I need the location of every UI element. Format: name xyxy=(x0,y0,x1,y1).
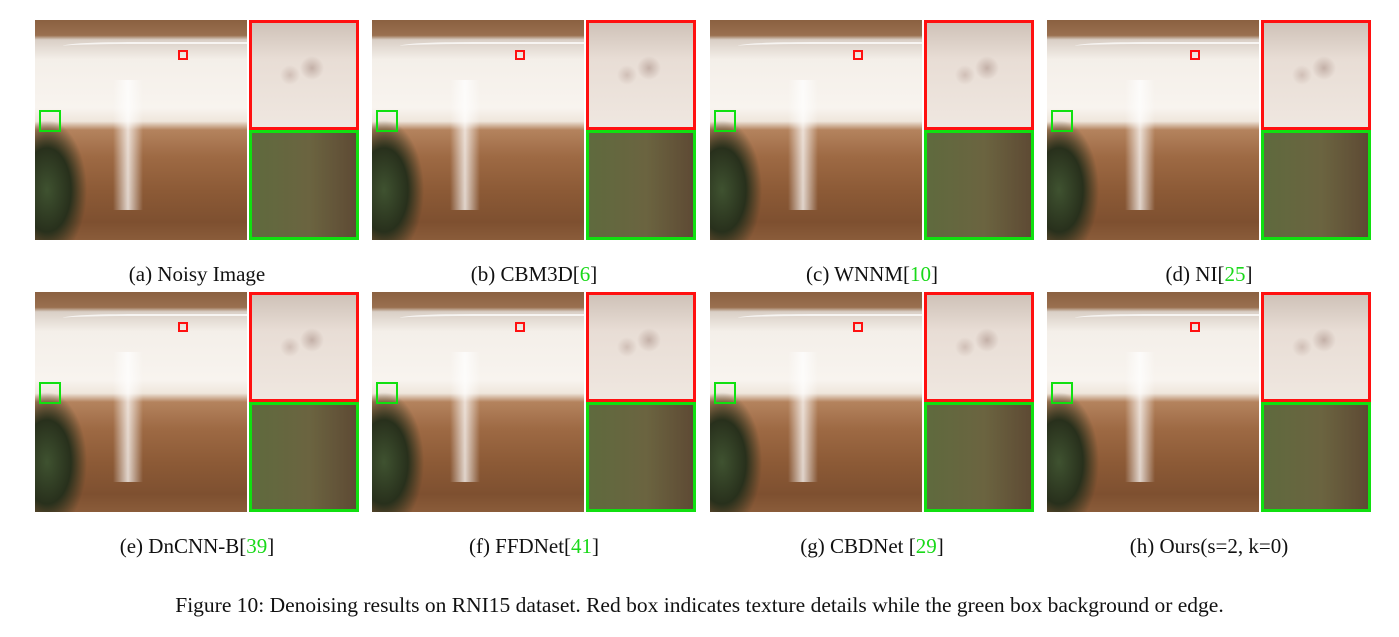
caption-wnnm: (c) WNNM[10] xyxy=(806,262,938,286)
caption-dncnn-b: (e) DnCNN-B[39] xyxy=(119,534,275,558)
result-image xyxy=(710,20,922,240)
caption-ffdnet: (f) FFDNet[41] xyxy=(468,534,600,558)
green-region-marker xyxy=(1051,110,1073,132)
green-zoom-inset xyxy=(586,402,696,512)
citation-link[interactable]: 10 xyxy=(910,262,931,286)
citation-link[interactable]: 39 xyxy=(246,534,268,558)
result-image xyxy=(1047,20,1259,240)
result-image xyxy=(1047,292,1259,512)
citation-link[interactable]: 6 xyxy=(579,262,591,286)
red-zoom-inset xyxy=(1261,292,1371,402)
result-image xyxy=(372,292,584,512)
red-region-marker xyxy=(1190,322,1200,332)
green-zoom-inset xyxy=(924,130,1034,240)
red-zoom-inset xyxy=(249,292,359,402)
caption-cbdnet: (g) CBDNet [29] xyxy=(800,534,944,558)
red-zoom-inset xyxy=(924,292,1034,402)
result-image xyxy=(35,292,247,512)
result-image xyxy=(372,20,584,240)
caption-ours: (h) Ours(s=2, k=0) xyxy=(1129,534,1289,558)
green-zoom-inset xyxy=(1261,402,1371,512)
red-zoom-inset xyxy=(586,292,696,402)
green-region-marker xyxy=(376,110,398,132)
red-zoom-inset xyxy=(586,20,696,130)
green-region-marker xyxy=(714,382,736,404)
green-region-marker xyxy=(714,110,736,132)
citation-link[interactable]: 29 xyxy=(915,534,937,558)
result-image xyxy=(35,20,247,240)
green-region-marker xyxy=(39,382,61,404)
citation-link[interactable]: 41 xyxy=(571,534,593,558)
green-region-marker xyxy=(39,110,61,132)
red-region-marker xyxy=(178,50,188,60)
citation-link[interactable]: 25 xyxy=(1224,262,1246,286)
red-region-marker xyxy=(178,322,188,332)
red-zoom-inset xyxy=(249,20,359,130)
caption-noisy-image: (a) Noisy Image xyxy=(128,262,266,286)
red-region-marker xyxy=(515,50,525,60)
red-region-marker xyxy=(515,322,525,332)
green-region-marker xyxy=(376,382,398,404)
result-image xyxy=(710,292,922,512)
green-zoom-inset xyxy=(249,402,359,512)
caption-ni: (d) NI[25] xyxy=(1165,262,1253,286)
red-zoom-inset xyxy=(1261,20,1371,130)
green-zoom-inset xyxy=(924,402,1034,512)
green-region-marker xyxy=(1051,382,1073,404)
red-region-marker xyxy=(853,322,863,332)
red-region-marker xyxy=(853,50,863,60)
green-zoom-inset xyxy=(586,130,696,240)
green-zoom-inset xyxy=(1261,130,1371,240)
figure-caption: Figure 10: Denoising results on RNI15 da… xyxy=(175,593,1224,617)
red-zoom-inset xyxy=(924,20,1034,130)
green-zoom-inset xyxy=(249,130,359,240)
red-region-marker xyxy=(1190,50,1200,60)
caption-cbm3d: (b) CBM3D[6] xyxy=(470,262,598,286)
